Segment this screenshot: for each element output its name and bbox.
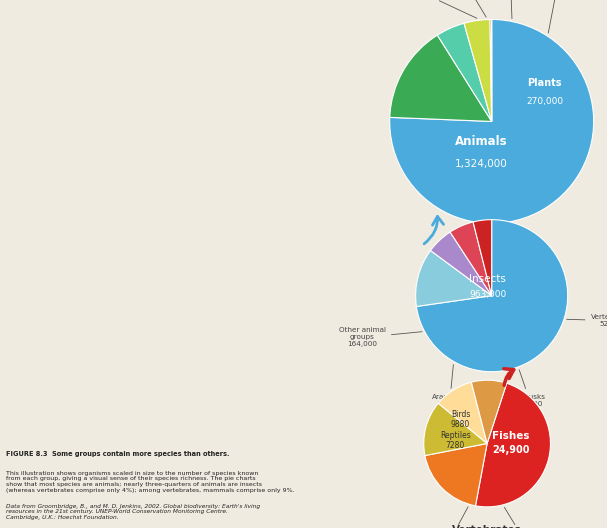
Text: This illustration shows organisms scaled in size to the number of species known
: This illustration shows organisms scaled… — [6, 470, 294, 493]
Text: FIGURE 8.3  Some groups contain more species than others.: FIGURE 8.3 Some groups contain more spec… — [6, 451, 229, 457]
Text: Vertebrates
52,000: Vertebrates 52,000 — [567, 314, 607, 327]
Wedge shape — [473, 220, 492, 296]
Text: Mollusks
70,000: Mollusks 70,000 — [514, 370, 545, 407]
Text: (–1,750,000 known species): (–1,750,000 known species) — [429, 275, 555, 284]
Text: Archaea
500: Archaea 500 — [402, 0, 477, 18]
Text: 963,000: 963,000 — [469, 290, 506, 299]
Wedge shape — [464, 20, 492, 121]
Text: 270,000: 270,000 — [526, 97, 563, 106]
Text: Animals: Animals — [455, 135, 508, 148]
Wedge shape — [475, 383, 551, 507]
Wedge shape — [390, 20, 594, 223]
Text: Mammals
4680: Mammals 4680 — [504, 507, 540, 528]
Text: Vertebrates: Vertebrates — [452, 525, 522, 528]
Text: Amphibians
5200: Amphibians 5200 — [431, 507, 473, 528]
Text: Birds
9880: Birds 9880 — [451, 410, 470, 429]
Wedge shape — [438, 23, 492, 121]
Wedge shape — [424, 403, 487, 456]
Text: Bacteria
4000: Bacteria 4000 — [440, 0, 486, 17]
Wedge shape — [430, 232, 492, 296]
Text: Protists
80,000: Protists 80,000 — [547, 0, 575, 33]
Wedge shape — [438, 382, 487, 444]
Wedge shape — [416, 220, 568, 372]
Text: Other animal
groups
164,000: Other animal groups 164,000 — [339, 327, 422, 347]
Text: Animals: Animals — [468, 391, 515, 401]
Text: Fungi
72,000: Fungi 72,000 — [497, 0, 523, 18]
Text: All life: All life — [472, 252, 512, 262]
Wedge shape — [416, 250, 492, 306]
Wedge shape — [390, 35, 492, 121]
Text: Arachnids
75,000: Arachnids 75,000 — [432, 365, 468, 407]
Text: Plants: Plants — [527, 78, 562, 88]
Text: 1,324,000: 1,324,000 — [455, 159, 508, 169]
Text: Fishes: Fishes — [492, 431, 530, 441]
Wedge shape — [490, 20, 492, 121]
Wedge shape — [471, 380, 507, 444]
Text: 24,900: 24,900 — [492, 445, 530, 455]
Wedge shape — [450, 222, 492, 296]
Text: Data from Groombridge, B., and M. D. Jenkins, 2002. Global biodiversity: Earth's: Data from Groombridge, B., and M. D. Jen… — [6, 504, 260, 520]
Text: Reptiles
7280: Reptiles 7280 — [440, 431, 471, 450]
Text: Insects: Insects — [469, 274, 506, 284]
Wedge shape — [425, 444, 487, 506]
